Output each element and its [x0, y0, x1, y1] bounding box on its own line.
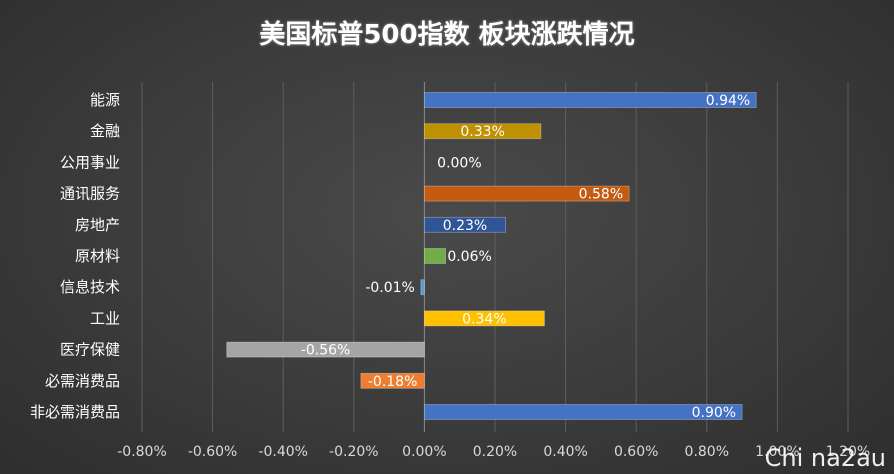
x-tick-label: -0.40% — [258, 444, 308, 460]
bar — [423, 404, 743, 420]
data-labels: 0.94% 0.33% 0.00% 0.58% 0.23% 0.06% -0.01% 0.34… — [301, 93, 750, 421]
category-label: 必需消费品 — [45, 372, 120, 390]
data-label: -0.01% — [365, 280, 415, 296]
bar — [423, 185, 630, 202]
bar — [226, 341, 425, 358]
bar — [423, 123, 542, 140]
data-label: -0.56% — [301, 343, 351, 359]
x-tick-label: -0.80% — [117, 444, 167, 460]
category-label: 能源 — [90, 91, 120, 109]
x-tick-label: 0.80% — [685, 444, 729, 460]
data-label: 0.94% — [706, 93, 750, 109]
data-label: 0.00% — [437, 155, 481, 171]
watermark: Chi na2au — [764, 444, 886, 472]
x-tick-labels: -0.80% -0.60% -0.40% -0.20% 0.00% 0.20% 0.40% 0… — [117, 444, 870, 460]
x-tick-label: 0.60% — [614, 444, 658, 460]
data-label: 0.33% — [460, 124, 504, 140]
bar — [420, 279, 425, 296]
x-tick-label: 0.20% — [473, 444, 517, 460]
gridlines — [141, 82, 849, 432]
category-label: 金融 — [90, 122, 120, 140]
category-label: 医疗保健 — [60, 341, 120, 359]
x-tick-label: 1.20% — [826, 444, 870, 460]
x-tick-label: -0.20% — [329, 444, 379, 460]
bar — [423, 92, 757, 108]
chart-title: 美国标普500指数 板块涨跌情况 — [259, 20, 635, 50]
category-label: 房地产 — [75, 216, 120, 234]
category-label: 通讯服务 — [60, 185, 120, 203]
category-label: 非必需消费品 — [30, 403, 120, 421]
category-label: 公用事业 — [60, 153, 120, 171]
data-label: -0.18% — [368, 374, 418, 390]
x-tick-label: 0.00% — [402, 444, 446, 460]
data-label: 0.34% — [462, 311, 506, 327]
category-label: 信息技术 — [60, 278, 120, 296]
data-label: 0.06% — [447, 249, 491, 265]
data-label: 0.58% — [579, 187, 623, 203]
x-tick-label: -0.60% — [188, 444, 238, 460]
category-label: 原材料 — [75, 247, 120, 265]
bar — [423, 216, 506, 233]
x-tick-label: 0.40% — [543, 444, 587, 460]
data-label: 0.90% — [692, 405, 736, 421]
bar — [360, 372, 425, 389]
data-label: 0.23% — [443, 218, 487, 234]
x-tick-label: 1.00% — [755, 444, 799, 460]
bars — [226, 92, 757, 420]
bar — [423, 310, 545, 327]
bar — [423, 248, 446, 264]
category-label: 工业 — [90, 309, 120, 327]
